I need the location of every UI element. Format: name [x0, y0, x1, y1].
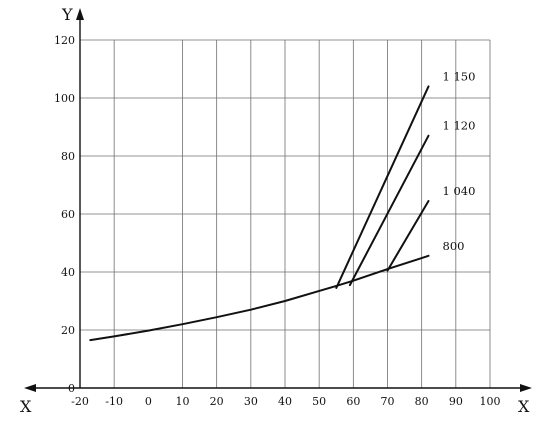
y-tick-label-1: 20	[61, 324, 75, 337]
x-tick-label-11: 90	[449, 395, 463, 408]
x-tick-label-10: 80	[415, 395, 429, 408]
x-tick-label-3: 10	[176, 395, 190, 408]
series-label-800: 800	[443, 239, 465, 253]
series-line-1040	[386, 200, 430, 272]
x-tick-label-8: 60	[346, 395, 360, 408]
y-tick-label-2: 40	[61, 266, 75, 279]
x-tick-label-0: -20	[71, 395, 89, 408]
x-tick-label-1: -10	[105, 395, 123, 408]
x-tick-label-6: 40	[278, 395, 292, 408]
y-axis-label: Y	[61, 5, 73, 24]
y-axis-arrow	[76, 8, 84, 20]
series-line-1120	[348, 134, 430, 287]
y-tick-label-3: 60	[61, 208, 75, 221]
series-line-1150	[335, 85, 430, 289]
x-tick-label-9: 70	[381, 395, 395, 408]
series-labels: 800 1 150 1 120 1 040	[443, 69, 476, 252]
x-axis-arrow-right	[520, 384, 532, 392]
y-tick-label-6: 120	[54, 34, 75, 47]
x-tick-label-4: 20	[210, 395, 224, 408]
grid	[79, 39, 491, 388]
x-tick-label-5: 30	[244, 395, 258, 408]
x-axis-arrow-left	[24, 384, 36, 392]
axes: Y X X	[20, 5, 532, 416]
series-label-1120: 1 120	[443, 119, 476, 133]
series-lines	[89, 85, 430, 342]
x-tick-label-2: 0	[145, 395, 152, 408]
series-label-1150: 1 150	[443, 69, 476, 83]
x-axis-label-right: X	[518, 397, 530, 416]
series-line-800	[89, 254, 430, 342]
x-axis-label-left: X	[20, 397, 32, 416]
x-tick-label-12: 100	[480, 395, 501, 408]
y-tick-label-5: 100	[54, 92, 75, 105]
series-label-1040: 1 040	[443, 184, 476, 198]
y-tick-label-4: 80	[61, 150, 75, 163]
x-tick-label-7: 50	[312, 395, 326, 408]
y-tick-label-0: 0	[68, 382, 75, 395]
tick-labels: -20 -10 0 10 20 30 40 50 60 70 80 90 100 0 20 40 60 80 100…	[54, 34, 501, 408]
